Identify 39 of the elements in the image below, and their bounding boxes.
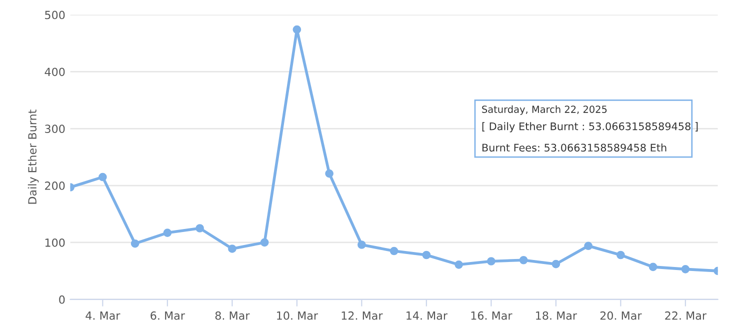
point (390, 246, 398, 256)
point (292, 25, 302, 34)
annotation: Saturday, March 22, 2025 (482, 105, 607, 115)
point (228, 244, 236, 253)
y-tick-label: 400 (44, 68, 65, 76)
x-tick-label: 20. Mar (600, 311, 642, 320)
point (196, 224, 204, 232)
point (519, 256, 528, 264)
point (616, 250, 625, 260)
point (260, 238, 269, 247)
point (584, 242, 592, 250)
point (681, 265, 690, 274)
y-tick-label: 100 (45, 238, 65, 247)
annotation: Burnt Fees: 53.0663158589458 Eth (482, 144, 666, 152)
x-tick-label: 22. Mar (665, 311, 707, 320)
y-tick-label: 200 (45, 182, 65, 190)
y-tick-label: 300 (45, 124, 65, 134)
point (163, 228, 172, 237)
point (552, 260, 560, 268)
x-tick-label: 6. Mar (150, 311, 185, 320)
point (422, 250, 431, 260)
x-tick-label: 10. Mar (277, 311, 318, 320)
point (487, 257, 496, 266)
x-tick-label: 8. Mar (215, 311, 250, 320)
x-tick-label: 18. Mar (536, 311, 578, 320)
point (358, 240, 366, 249)
point (454, 260, 463, 269)
y-tick-label: 500 (45, 10, 65, 20)
point (98, 172, 107, 182)
x-tick-label: 4. Mar (86, 312, 120, 320)
annotation: [ Daily Ether Burnt : 53.0663158589458 ] (482, 122, 698, 132)
x-tick-label: 16. Mar (471, 311, 512, 320)
x-tick-label: 12. Mar (342, 311, 383, 320)
point (325, 169, 334, 178)
y-axis-title: Daily Ether Burnt (28, 110, 39, 204)
x-tick-label: 14. Mar (406, 312, 448, 320)
y-tick-label: 0 (59, 295, 65, 304)
point (648, 262, 658, 272)
point (130, 239, 140, 248)
